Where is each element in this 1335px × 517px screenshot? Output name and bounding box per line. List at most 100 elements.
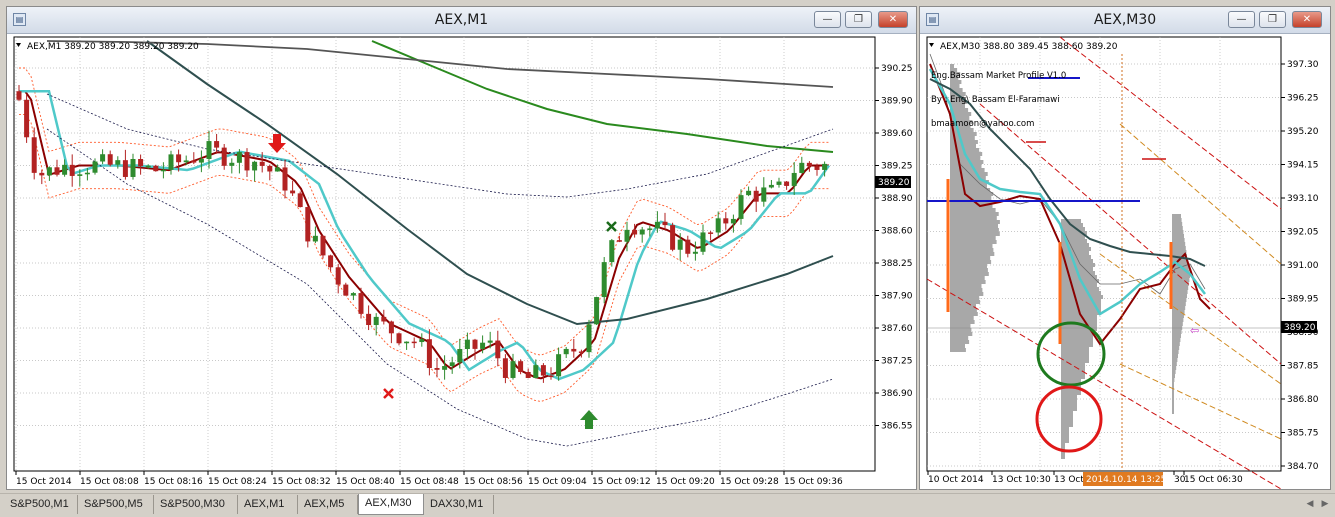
price-axis: 390.25 389.90 389.60 389.25 388.90 388.60 388.… (875, 64, 913, 432)
candle-body (715, 218, 721, 233)
chart-window-aex-m30[interactable]: ▤ AEX,M30 — ❐ ✕ (919, 6, 1331, 490)
candle-body (221, 147, 227, 166)
candle-body (84, 172, 90, 175)
price-chart[interactable]: AEX,M1 389.20 389.20 389.20 389.20 390.2… (7, 34, 916, 489)
window-titlebar[interactable]: ▤ AEX,M30 — ❐ ✕ (920, 7, 1330, 34)
candle-body (449, 362, 455, 367)
profile-bar (1172, 298, 1187, 302)
candle-body (259, 161, 265, 166)
profile-bar (1061, 363, 1085, 367)
candle-body (290, 190, 296, 194)
profile-bar (1061, 395, 1077, 399)
profile-bar (950, 340, 970, 344)
red-circle-annotation (1035, 385, 1103, 453)
tab-scroll-left-icon[interactable]: ◀ (1306, 499, 1314, 509)
profile-bar (1172, 394, 1174, 398)
tab-sp500-m1[interactable]: S&P500,M1 (4, 495, 78, 514)
candle-body (373, 316, 379, 326)
tab-scroll-right-icon[interactable]: ▶ (1321, 499, 1329, 509)
profile-bar (950, 80, 962, 84)
candle-body (343, 284, 349, 296)
price-tick-label: 388.60 (881, 227, 913, 237)
candle-body (761, 187, 767, 202)
close-button[interactable]: ✕ (1292, 11, 1322, 28)
profile-bar (950, 140, 978, 144)
minimize-button[interactable]: — (1228, 11, 1255, 28)
profile-bar (1061, 251, 1089, 255)
buy-cross-icon (606, 221, 617, 232)
profile-bar (1061, 435, 1069, 439)
profile-bar (1061, 455, 1065, 459)
profile-bar (1061, 387, 1081, 391)
tab-aex-m5[interactable]: AEX,M5 (298, 495, 358, 514)
profile-bar (1061, 423, 1073, 427)
price-tick-label: 389.25 (881, 162, 913, 172)
candle-body (366, 313, 372, 326)
profile-bar (950, 104, 965, 108)
profile-bar (1172, 386, 1174, 390)
window-titlebar[interactable]: ▤ AEX,M1 — ❐ ✕ (7, 7, 916, 34)
candle-body (692, 251, 698, 254)
buy-arrow-icon (580, 410, 598, 429)
candle-body (160, 169, 166, 172)
tab-dax30-m1[interactable]: DAX30,M1 (424, 495, 494, 514)
candle-body (822, 163, 828, 170)
profile-bar (1172, 314, 1184, 318)
tab-sp500-m5[interactable]: S&P500,M5 (78, 495, 154, 514)
candle-body (183, 160, 189, 163)
tab-aex-m30[interactable]: AEX,M30 (358, 494, 424, 515)
grid (14, 37, 875, 471)
profile-bar (950, 268, 988, 272)
time-tick-label: 15 Oct 09:36 (784, 477, 843, 487)
price-chart[interactable]: ⇦ AEX,M30 388.80 389.45 388.60 389.20 En… (920, 34, 1330, 489)
profile-bar (1061, 235, 1085, 239)
tab-aex-m1[interactable]: AEX,M1 (238, 495, 298, 514)
candle-body (563, 348, 569, 355)
profile-bar (1061, 243, 1089, 247)
profile-bar (1172, 390, 1174, 394)
candle-body (312, 235, 318, 242)
profile-bar (1061, 219, 1081, 223)
candle-body (586, 324, 592, 353)
candle-body (358, 293, 364, 314)
channel-red-upper (1059, 36, 1282, 210)
time-tick-label: 15 Oct 06:30 (1184, 475, 1243, 485)
indicator-author: By : Eng\ Bassam El-Faramawi (931, 95, 1060, 105)
profile-bar (1061, 291, 1101, 295)
chart-area[interactable]: ⇦ AEX,M30 388.80 389.45 388.60 389.20 En… (920, 34, 1330, 489)
profile-bar (1172, 370, 1176, 374)
channel-orange-upper (1119, 123, 1282, 265)
profile-bar (950, 296, 980, 300)
profile-bar (1061, 339, 1093, 343)
candle-body (320, 235, 326, 256)
chart-area[interactable]: AEX,M1 389.20 389.20 389.20 389.20 390.2… (7, 34, 916, 489)
candle-body (54, 167, 60, 175)
candle-body (647, 228, 653, 230)
profile-bar (950, 204, 993, 208)
candle-body (198, 158, 204, 163)
candle-body (548, 375, 554, 378)
profile-bar (950, 228, 999, 232)
profile-bar (1172, 278, 1190, 282)
restore-button[interactable]: ❐ (1259, 11, 1286, 28)
minimize-button[interactable]: — (814, 11, 841, 28)
candle-body (487, 340, 493, 343)
envelope-lower-line (19, 113, 829, 403)
candle-body (540, 365, 546, 376)
profile-bar (1172, 318, 1184, 322)
plot-frame (13, 36, 876, 472)
profile-bar (1061, 287, 1099, 291)
profile-bar (1061, 407, 1077, 411)
profile-bar (950, 208, 996, 212)
close-button[interactable]: ✕ (878, 11, 908, 28)
profile-bar (950, 168, 985, 172)
profile-bar (950, 336, 969, 340)
profile-bar (1172, 290, 1188, 294)
restore-button[interactable]: ❐ (845, 11, 872, 28)
candle-body (69, 164, 75, 176)
profile-bar (1061, 231, 1087, 235)
chart-window-aex-m1[interactable]: ▤ AEX,M1 — ❐ ✕ AEX,M1 389.20 389.20 389.… (6, 6, 917, 490)
profile-bar (950, 280, 986, 284)
chart-info-text: AEX,M30 388.80 389.45 388.60 389.20 (940, 42, 1118, 52)
tab-sp500-m30[interactable]: S&P500,M30 (154, 495, 238, 514)
